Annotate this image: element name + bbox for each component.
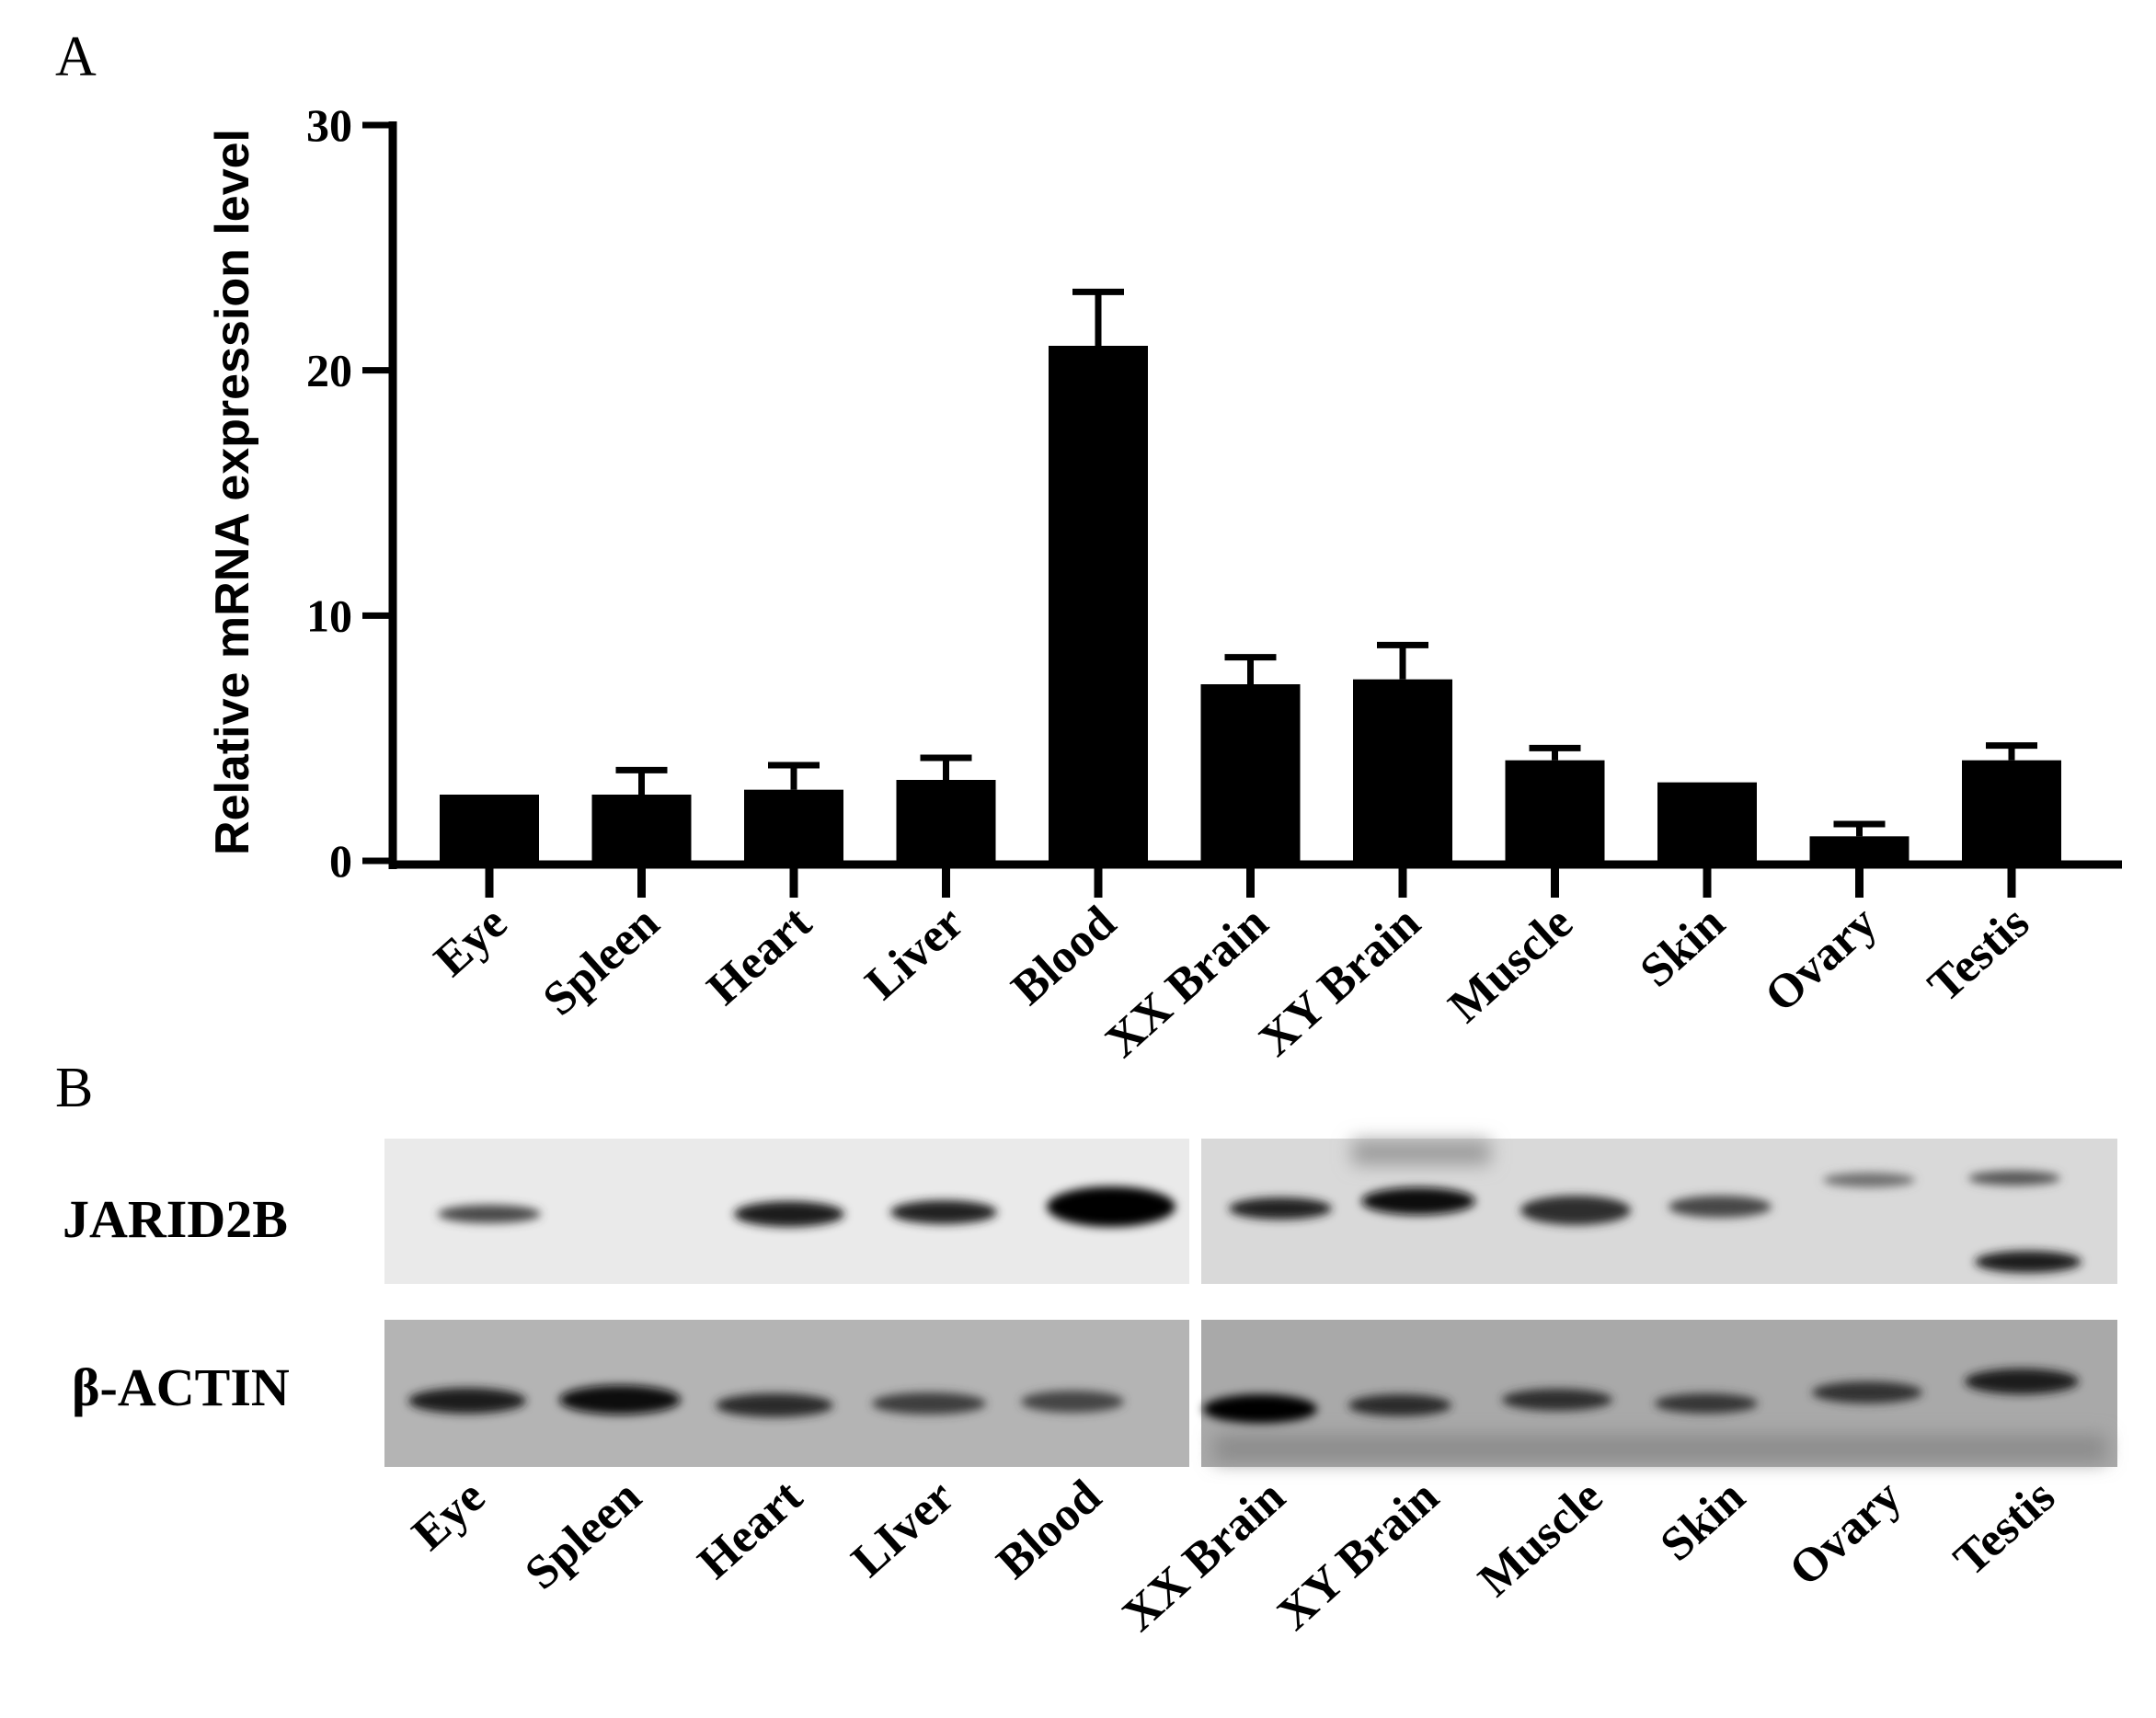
x-category-label-blood: Blood (1002, 897, 1126, 1015)
panel-b-label: B (55, 1057, 93, 1119)
band-actin-xy-brain (1348, 1394, 1451, 1416)
band-jarid2b-xy-brain (1361, 1187, 1475, 1215)
bar-testis (1962, 760, 2061, 861)
actin-bands (408, 1369, 2106, 1462)
blot-lane-label-spleen: Spleen (515, 1471, 651, 1600)
band-actin-spleen (559, 1385, 681, 1414)
blot-lane-label-ovary: Ovary (1780, 1471, 1911, 1597)
bar-xy-brain (1353, 679, 1452, 861)
band-jarid2b-muscle (1520, 1196, 1631, 1225)
band-actin-eye (408, 1388, 526, 1414)
band-actin-xx-brain (1203, 1394, 1317, 1424)
x-category-label-eye: Eye (425, 897, 517, 987)
y-tick-label-0: 0 (329, 835, 352, 887)
band-actin-skin (1655, 1393, 1758, 1414)
band-actin-heart (716, 1393, 833, 1417)
blot-lane-label-heart: Heart (688, 1470, 812, 1589)
error-bars-group (615, 288, 2037, 837)
band-jarid2b-testis-lower (1975, 1251, 2081, 1273)
bar-skin (1657, 782, 1757, 861)
membrane-dark-bottom-right (1214, 1435, 2106, 1462)
x-category-label-xy-brain: XY Brain (1249, 897, 1430, 1067)
x-category-label-heart: Heart (697, 896, 821, 1015)
bar-liver (896, 780, 996, 861)
bar-heart (744, 789, 843, 861)
bar-ovary (1809, 836, 1909, 861)
band-jarid2b-skin (1669, 1196, 1772, 1218)
y-ticks-group: 0 10 20 30 (306, 99, 393, 887)
band-actin-ovary (1812, 1381, 1922, 1403)
blot-row-label-jarid2b: JARID2B (63, 1189, 288, 1249)
x-ticks-group (485, 865, 2016, 898)
x-category-label-spleen: Spleen (533, 897, 670, 1026)
band-jarid2b-ovary (1823, 1173, 1915, 1187)
membrane-dark-top-xy (1352, 1140, 1490, 1164)
band-jarid2b-eye (438, 1205, 541, 1223)
blot-lane-label-xx-brain: XX Brain (1113, 1471, 1295, 1642)
band-actin-blood (1021, 1391, 1124, 1413)
x-category-label-liver: Liver (855, 897, 973, 1011)
y-tick-label-2: 20 (306, 345, 352, 396)
y-axis-title: Relative mRNA expression level (206, 129, 259, 855)
bar-muscle (1505, 760, 1605, 861)
band-jarid2b-testis-upper (1968, 1171, 2060, 1185)
jarid2b-bands (438, 1140, 2081, 1273)
blot-lane-label-testis: Testis (1944, 1471, 2065, 1586)
x-category-label-testis: Testis (1919, 897, 2039, 1013)
band-jarid2b-blood (1047, 1186, 1175, 1227)
blot-lane-label-skin: Skin (1651, 1471, 1755, 1572)
x-category-label-skin: Skin (1631, 897, 1735, 998)
panel-a-label: A (55, 26, 97, 88)
bar-eye (440, 795, 539, 861)
x-category-label-xx-brain: XX Brain (1095, 897, 1278, 1068)
band-jarid2b-liver (890, 1200, 997, 1224)
band-jarid2b-heart (734, 1201, 844, 1227)
y-tick-label-3: 30 (306, 99, 352, 151)
band-jarid2b-xx-brain (1229, 1197, 1332, 1220)
blot-row-label-beta-actin: β-ACTIN (72, 1357, 290, 1417)
band-actin-testis (1965, 1369, 2079, 1394)
bar-spleen (591, 795, 692, 861)
x-category-label-muscle: Muscle (1439, 897, 1582, 1034)
blot-lane-label-muscle: Muscle (1469, 1471, 1612, 1608)
x-category-label-ovary: Ovary (1755, 897, 1886, 1023)
western-blot: JARID2B β-ACTIN (63, 1139, 2117, 1642)
bar-blood (1049, 346, 1148, 861)
bars-group (440, 346, 2061, 861)
blot-lane-label-liver: LIver (842, 1471, 964, 1587)
y-tick-label-1: 10 (306, 590, 352, 641)
blot-lane-label-eye: Eye (403, 1471, 495, 1561)
bar-xx-brain (1200, 684, 1301, 861)
blot-lane-label-xy-brain: XY Brain (1267, 1471, 1449, 1641)
band-actin-muscle (1502, 1389, 1612, 1411)
blot-lane-label-blood: Blood (987, 1471, 1111, 1589)
band-actin-liver (872, 1392, 986, 1414)
